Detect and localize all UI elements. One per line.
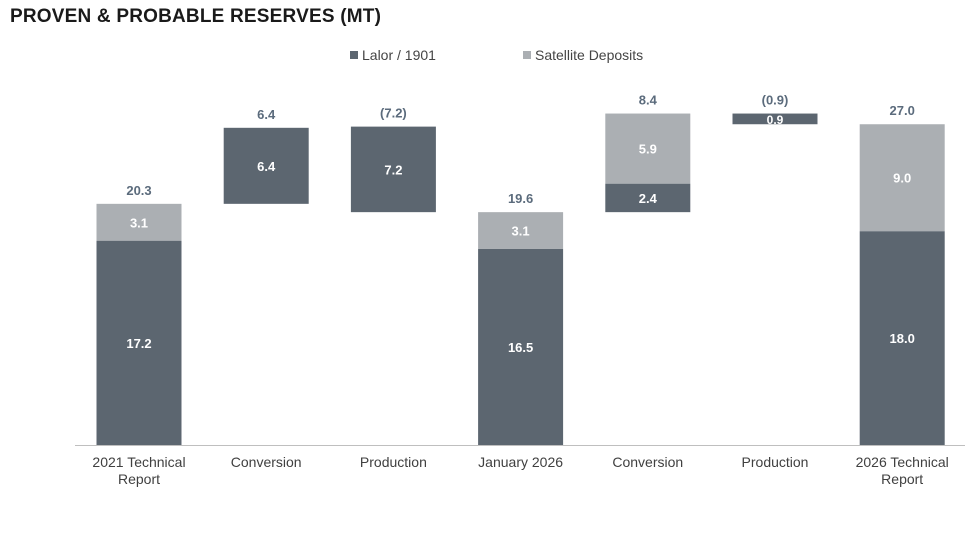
legend-swatch-lalor bbox=[350, 51, 358, 59]
bar-lalor-0 bbox=[96, 240, 182, 445]
data-label-lalor-2: 7.2 bbox=[384, 162, 402, 177]
category-label-2-0: Production bbox=[360, 454, 427, 470]
bar-lalor-1 bbox=[223, 127, 309, 204]
category-label-4-0: Conversion bbox=[612, 454, 683, 470]
bar-lalor-4 bbox=[605, 183, 691, 213]
data-label-total-4: 8.4 bbox=[639, 93, 658, 108]
chart-title: PROVEN & PROBABLE RESERVES (MT) bbox=[10, 6, 382, 27]
data-label-lalor-5: 0.9 bbox=[767, 113, 784, 127]
data-label-satellite-4: 5.9 bbox=[639, 142, 657, 157]
category-label-3-0: January 2026 bbox=[478, 454, 563, 470]
category-label-6-1: Report bbox=[881, 471, 923, 487]
category-label-5-0: Production bbox=[742, 454, 809, 470]
data-label-lalor-1: 6.4 bbox=[257, 159, 276, 174]
category-label-0-1: Report bbox=[118, 471, 160, 487]
legend-label-satellite: Satellite Deposits bbox=[535, 47, 644, 63]
bar-satellite-3 bbox=[478, 212, 564, 249]
data-label-satellite-0: 3.1 bbox=[130, 215, 148, 230]
data-label-total-5: (0.9) bbox=[762, 93, 789, 108]
bar-lalor-2 bbox=[350, 126, 436, 213]
data-label-total-3: 19.6 bbox=[508, 191, 533, 206]
data-label-total-6: 27.0 bbox=[890, 103, 915, 118]
data-label-lalor-6: 18.0 bbox=[890, 331, 915, 346]
data-label-lalor-3: 16.5 bbox=[508, 340, 533, 355]
category-label-1-0: Conversion bbox=[231, 454, 302, 470]
bar-satellite-0 bbox=[96, 203, 182, 241]
legend-item-satellite: Satellite Deposits bbox=[523, 47, 643, 63]
data-label-lalor-0: 17.2 bbox=[126, 336, 151, 351]
bar-lalor-5 bbox=[732, 113, 818, 125]
bar-satellite-4 bbox=[605, 113, 691, 184]
bar-lalor-3 bbox=[478, 248, 564, 445]
legend-swatch-satellite bbox=[523, 51, 531, 59]
bar-lalor-6 bbox=[859, 231, 945, 445]
bar-satellite-6 bbox=[859, 124, 945, 232]
legend-item-lalor: Lalor / 1901 bbox=[350, 47, 436, 63]
data-label-satellite-6: 9.0 bbox=[893, 171, 911, 186]
data-label-satellite-3: 3.1 bbox=[512, 224, 530, 239]
data-label-total-2: (7.2) bbox=[380, 106, 407, 121]
data-label-total-0: 20.3 bbox=[126, 183, 151, 198]
data-label-total-1: 6.4 bbox=[257, 107, 276, 122]
category-label-0-0: 2021 Technical bbox=[92, 454, 185, 470]
data-label-lalor-4: 2.4 bbox=[639, 191, 658, 206]
legend-label-lalor: Lalor / 1901 bbox=[362, 47, 436, 63]
category-label-6-0: 2026 Technical bbox=[856, 454, 949, 470]
